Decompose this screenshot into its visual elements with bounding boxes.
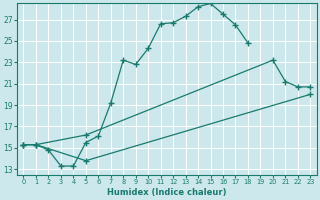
X-axis label: Humidex (Indice chaleur): Humidex (Indice chaleur)	[107, 188, 227, 197]
